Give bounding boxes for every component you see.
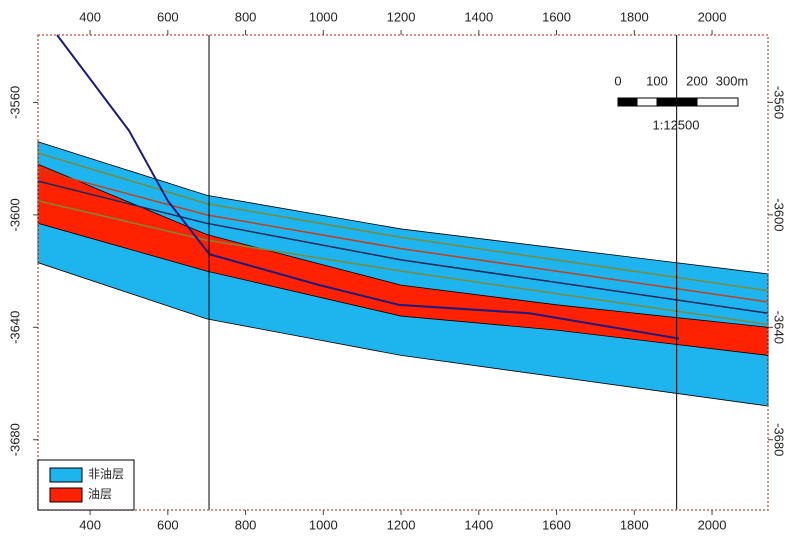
- scale-segment: [636, 97, 658, 107]
- scale-label: 200: [686, 73, 708, 88]
- scale-segment: [696, 97, 739, 107]
- y-tick-label: -3640: [7, 311, 22, 344]
- y-tick-label: -3640: [772, 311, 787, 344]
- y-tick-label: -3680: [7, 423, 22, 456]
- frame: [37, 34, 769, 511]
- y-tick-label: -3560: [7, 86, 22, 119]
- legend-swatch: [49, 487, 83, 503]
- y-tick-label: -3600: [772, 198, 787, 231]
- scale-label: 0: [614, 73, 621, 88]
- legend-label: 油层: [88, 487, 112, 501]
- scale-segment: [676, 97, 698, 107]
- x-tick-label: 1000: [309, 517, 338, 532]
- x-tick-label: 1000: [309, 9, 338, 24]
- x-tick-label: 2000: [698, 517, 727, 532]
- x-tick-label: 1200: [387, 9, 416, 24]
- scale-ratio: 1:12500: [653, 117, 700, 132]
- x-tick-label: 400: [79, 9, 101, 24]
- scale-label: 100: [646, 73, 668, 88]
- x-tick-label: 1400: [464, 517, 493, 532]
- well-path: [56, 34, 680, 340]
- layer-line: [37, 152, 769, 292]
- scale-label: 300m: [716, 73, 749, 88]
- x-tick-label: 2000: [698, 9, 727, 24]
- legend-swatch: [49, 467, 83, 483]
- x-tick-label: 1200: [387, 517, 416, 532]
- scale-segment: [617, 97, 638, 107]
- layer-line: [37, 169, 769, 303]
- layer-line: [37, 180, 769, 314]
- y-tick-label: -3600: [7, 198, 22, 231]
- legend-label: 非油层: [88, 467, 124, 481]
- y-tick-label: -3680: [772, 423, 787, 456]
- x-tick-label: 600: [157, 517, 179, 532]
- x-tick-label: 1800: [620, 9, 649, 24]
- x-tick-label: 400: [79, 517, 101, 532]
- x-tick-label: 1400: [464, 9, 493, 24]
- x-tick-label: 1800: [620, 517, 649, 532]
- x-tick-label: 1600: [542, 517, 571, 532]
- x-tick-label: 1600: [542, 9, 571, 24]
- y-tick-label: -3560: [772, 86, 787, 119]
- x-tick-label: 600: [157, 9, 179, 24]
- scale-segment: [656, 97, 678, 107]
- layer-area: [37, 163, 769, 356]
- x-tick-label: 800: [235, 517, 257, 532]
- x-tick-label: 800: [235, 9, 257, 24]
- layer-line: [37, 200, 769, 326]
